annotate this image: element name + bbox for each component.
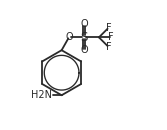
Text: O: O [80, 45, 88, 55]
Text: O: O [80, 20, 88, 30]
Text: F: F [106, 23, 111, 33]
Text: O: O [65, 32, 73, 42]
Text: S: S [80, 31, 88, 44]
Text: F: F [106, 42, 111, 52]
Text: F: F [108, 32, 114, 42]
Text: H2N: H2N [31, 90, 52, 100]
